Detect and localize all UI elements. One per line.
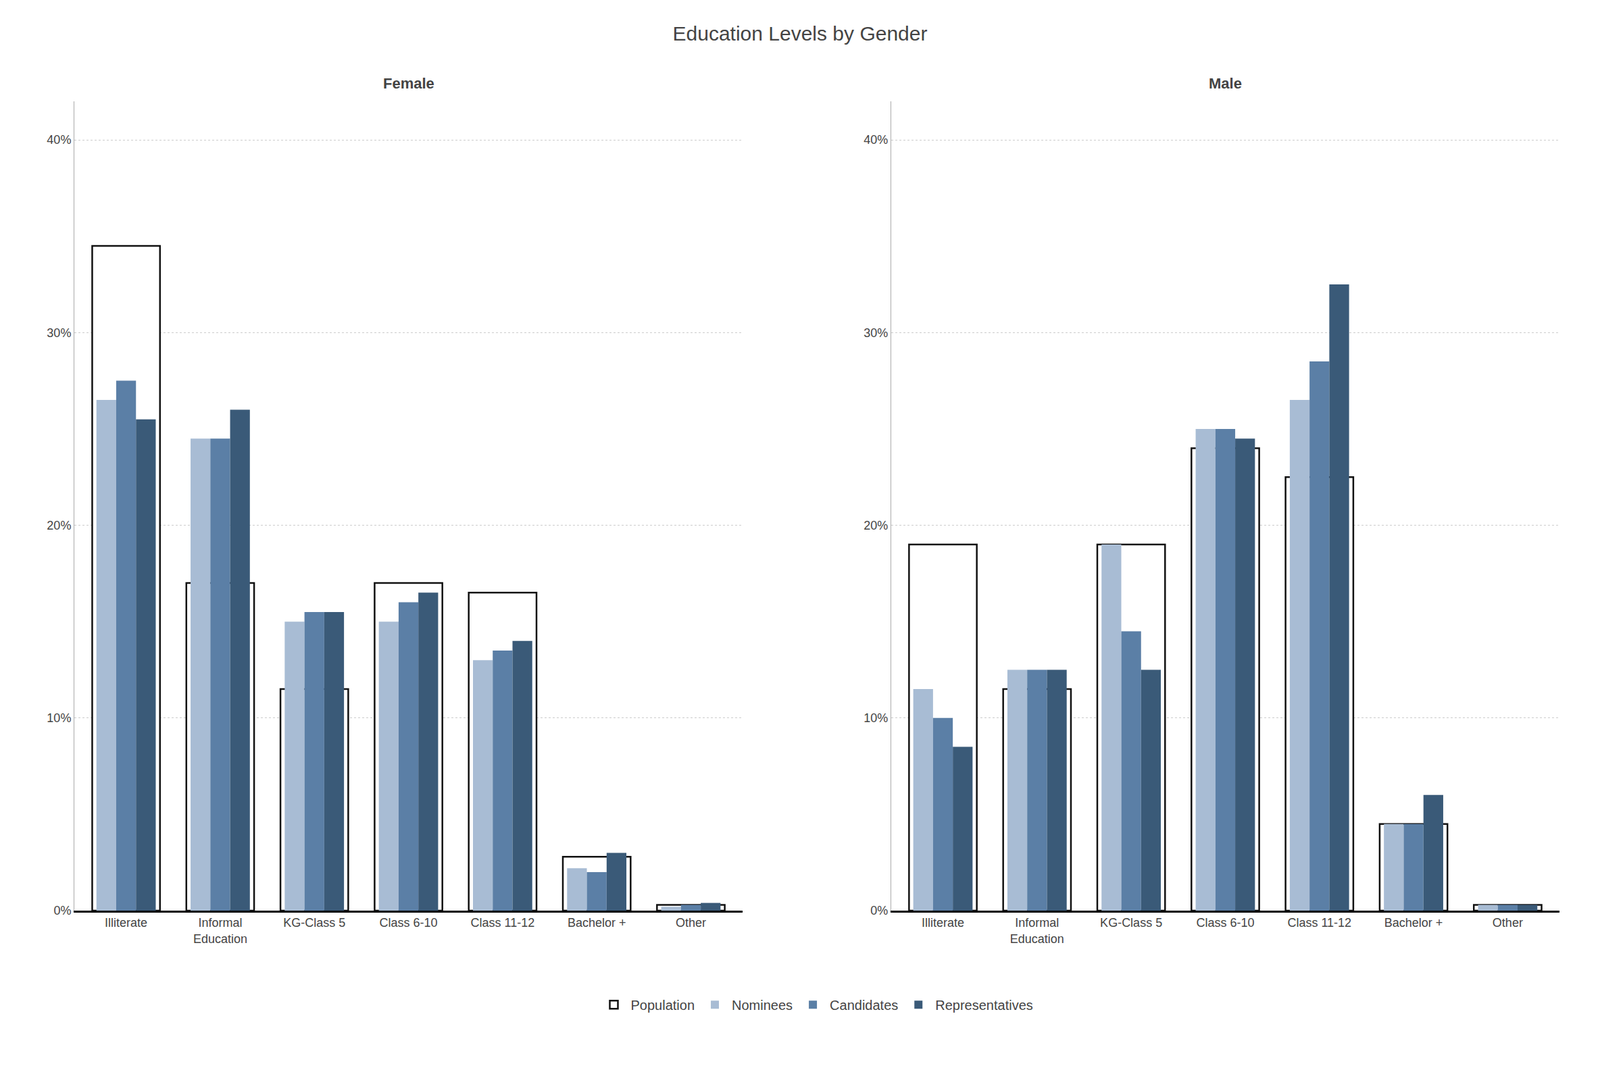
svg-text:InformalEducation: InformalEducation [1010,916,1065,946]
svg-text:Other: Other [1492,916,1523,930]
svg-text:KG-Class 5: KG-Class 5 [283,916,346,930]
svg-text:Female: Female [383,75,435,92]
svg-text:Class 6-10: Class 6-10 [1195,916,1255,930]
svg-text:Education Levels by Gender: Education Levels by Gender [672,22,928,45]
svg-text:InformalEducation: InformalEducation [193,916,248,946]
svg-text:Class 11-12: Class 11-12 [470,916,536,930]
svg-text:10%: 10% [46,711,71,725]
svg-text:40%: 40% [863,133,888,147]
svg-text:Nominees: Nominees [731,997,793,1013]
svg-text:30%: 30% [863,326,888,340]
svg-text:Representatives: Representatives [935,997,1034,1013]
svg-text:0%: 0% [53,904,71,918]
svg-text:KG-Class 5: KG-Class 5 [1100,916,1163,930]
svg-text:Other: Other [675,916,707,930]
svg-text:Candidates: Candidates [829,997,898,1013]
svg-text:30%: 30% [46,326,71,340]
svg-text:20%: 20% [863,518,888,533]
svg-text:Class 6-10: Class 6-10 [379,916,438,930]
svg-text:Population: Population [631,997,696,1013]
svg-text:20%: 20% [46,518,71,533]
svg-text:Male: Male [1208,75,1242,92]
svg-text:Illiterate: Illiterate [104,916,148,930]
svg-text:40%: 40% [46,133,71,147]
svg-text:Bachelor +: Bachelor + [567,916,627,930]
svg-text:Illiterate: Illiterate [921,916,965,930]
svg-text:Bachelor +: Bachelor + [1384,916,1444,930]
svg-text:0%: 0% [870,904,888,918]
svg-text:10%: 10% [863,711,888,725]
svg-text:Class 11-12: Class 11-12 [1287,916,1352,930]
